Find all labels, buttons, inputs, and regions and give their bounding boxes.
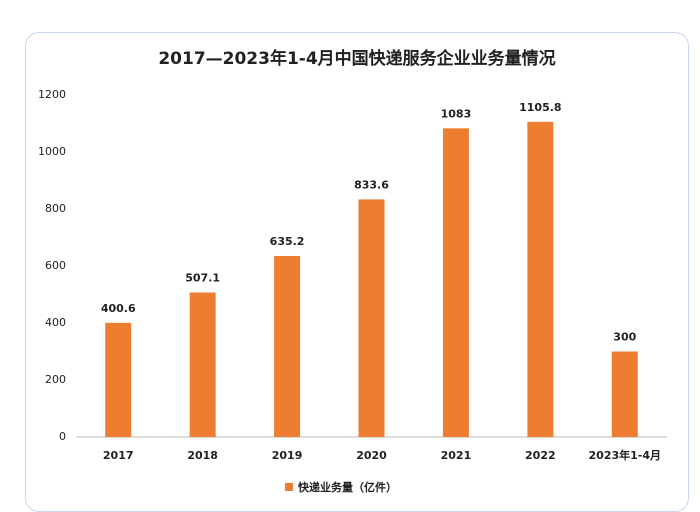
x-tick-label: 2019 [272, 449, 303, 462]
bar [527, 121, 554, 438]
x-tick-label: 2023年1-4月 [589, 448, 662, 462]
x-tick-label: 2021 [441, 449, 472, 462]
y-tick-label: 600 [45, 259, 66, 272]
y-tick-label: 400 [45, 316, 66, 329]
y-tick-label: 200 [45, 373, 66, 386]
value-label: 635.2 [270, 235, 305, 248]
legend-swatch [285, 483, 293, 491]
y-tick-label: 1000 [38, 145, 66, 158]
bar [611, 351, 638, 437]
value-label: 400.6 [101, 302, 136, 315]
x-tick-label: 2020 [356, 449, 387, 462]
y-tick-label: 0 [59, 430, 66, 443]
chart-title: 2017—2023年1-4月中国快递服务企业业务量情况 [158, 48, 555, 69]
x-tick-label: 2017 [103, 449, 134, 462]
bar [105, 322, 132, 437]
value-label: 1105.8 [519, 101, 561, 114]
value-label: 300 [613, 331, 636, 344]
y-tick-label: 1200 [38, 88, 66, 101]
value-label: 833.6 [354, 178, 389, 191]
y-tick-label: 800 [45, 202, 66, 215]
x-tick-label: 2022 [525, 449, 556, 462]
page: {"chart_data": {"type": "bar", "title": … [25, 32, 689, 512]
bar [189, 292, 216, 437]
bar [274, 255, 301, 437]
bar [358, 199, 385, 437]
bar [442, 128, 469, 437]
value-label: 507.1 [185, 271, 220, 284]
legend-label: 快递业务量（亿件） [297, 480, 397, 494]
x-tick-label: 2018 [187, 449, 218, 462]
value-label: 1083 [441, 107, 472, 120]
chart: 2017—2023年1-4月中国快递服务企业业务量情况 0 200 400 600 80… [38, 48, 667, 494]
